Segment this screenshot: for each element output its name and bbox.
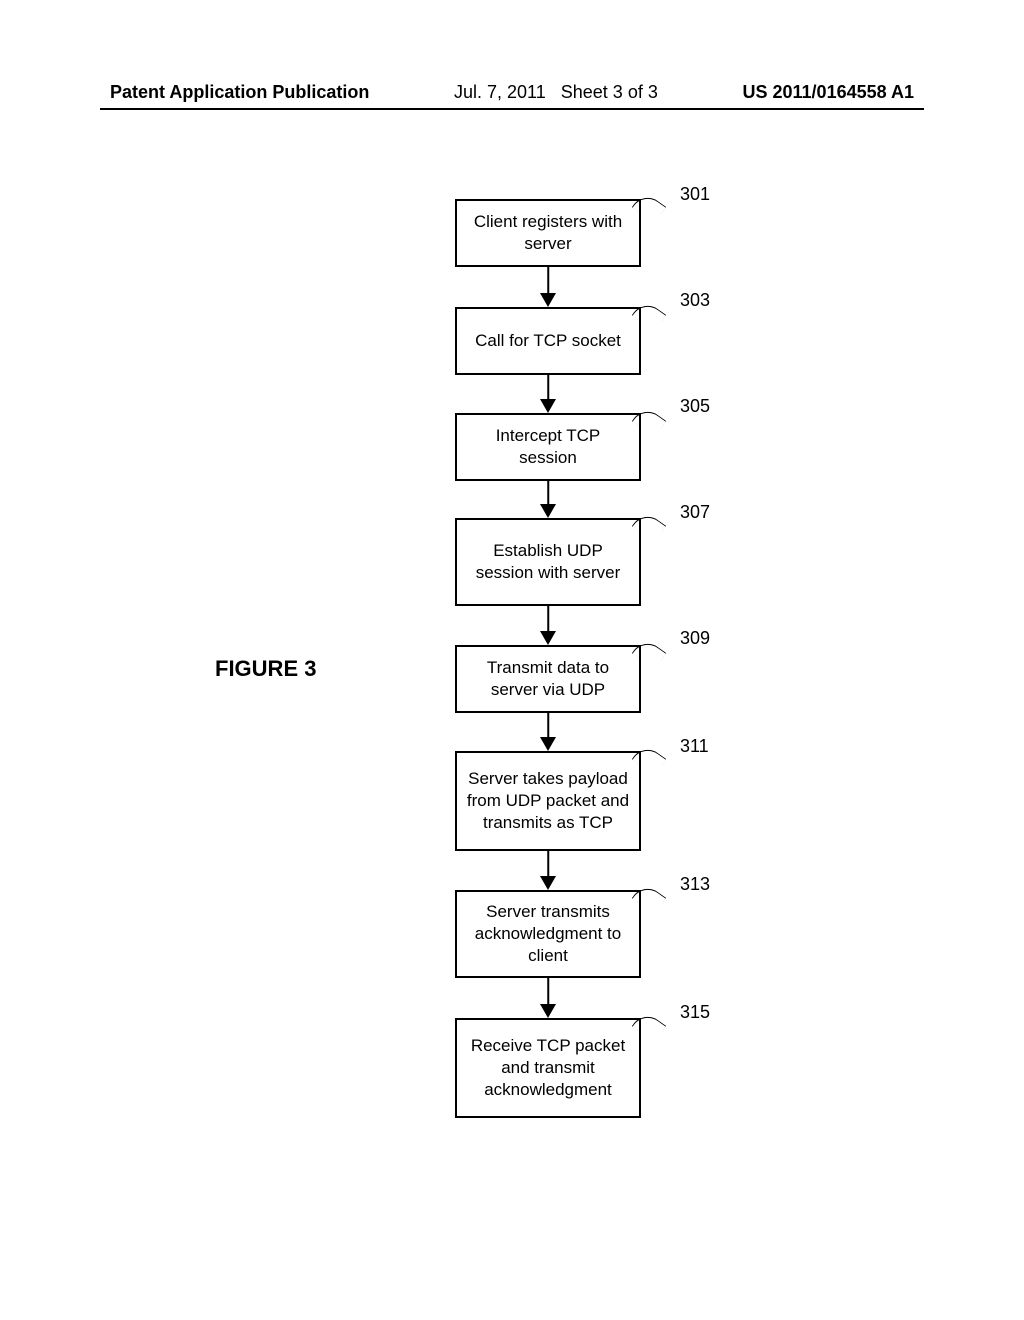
flow-ref-number: 305 [680,396,710,417]
flow-arrow [538,978,558,1018]
arrow-line [547,978,549,1004]
flow-step-text: Client registers with server [465,211,631,255]
flow-step-box: Server takes payload from UDP packet and… [455,751,641,851]
flow-arrow [538,851,558,890]
arrow-head-icon [540,1004,556,1018]
header-right: US 2011/0164558 A1 [743,82,914,103]
arrow-line [547,267,549,293]
flow-ref-number: 311 [680,736,709,757]
arrow-line [547,713,549,737]
header-center: Jul. 7, 2011 Sheet 3 of 3 [454,82,658,103]
arrow-head-icon [540,504,556,518]
arrow-line [547,851,549,876]
flow-step-text: Intercept TCP session [465,425,631,469]
header-sheet: Sheet 3 of 3 [561,82,658,102]
flow-arrow [538,481,558,518]
header-divider [100,108,924,110]
figure-label: FIGURE 3 [215,656,316,682]
flow-arrow [538,267,558,307]
flow-step-text: Establish UDP session with server [465,540,631,584]
flow-step-box: Intercept TCP session [455,413,641,481]
arrow-head-icon [540,631,556,645]
flow-arrow [538,606,558,645]
arrow-head-icon [540,737,556,751]
flow-ref-number: 303 [680,290,710,311]
header-date: Jul. 7, 2011 [454,82,546,102]
flow-step-text: Server transmits acknowledgment to clien… [465,901,631,967]
flow-arrow [538,375,558,413]
flow-step-text: Receive TCP packet and transmit acknowle… [465,1035,631,1101]
flow-ref-number: 301 [680,184,710,205]
flow-step-text: Server takes payload from UDP packet and… [465,768,631,834]
page-header: Patent Application Publication Jul. 7, 2… [0,82,1024,103]
flow-arrow [538,713,558,751]
flow-step-box: Transmit data to server via UDP [455,645,641,713]
arrow-head-icon [540,399,556,413]
arrow-line [547,375,549,399]
arrow-line [547,481,549,504]
flow-step-text: Call for TCP socket [475,330,621,352]
arrow-head-icon [540,876,556,890]
flow-ref-number: 313 [680,874,710,895]
flow-ref-number: 307 [680,502,710,523]
flow-step-text: Transmit data to server via UDP [465,657,631,701]
arrow-line [547,606,549,631]
flow-step-box: Call for TCP socket [455,307,641,375]
flow-ref-number: 309 [680,628,710,649]
flow-step-box: Client registers with server [455,199,641,267]
flow-step-box: Server transmits acknowledgment to clien… [455,890,641,978]
flow-step-box: Receive TCP packet and transmit acknowle… [455,1018,641,1118]
flow-ref-number: 315 [680,1002,710,1023]
flow-step-box: Establish UDP session with server [455,518,641,606]
header-left: Patent Application Publication [110,82,369,103]
arrow-head-icon [540,293,556,307]
